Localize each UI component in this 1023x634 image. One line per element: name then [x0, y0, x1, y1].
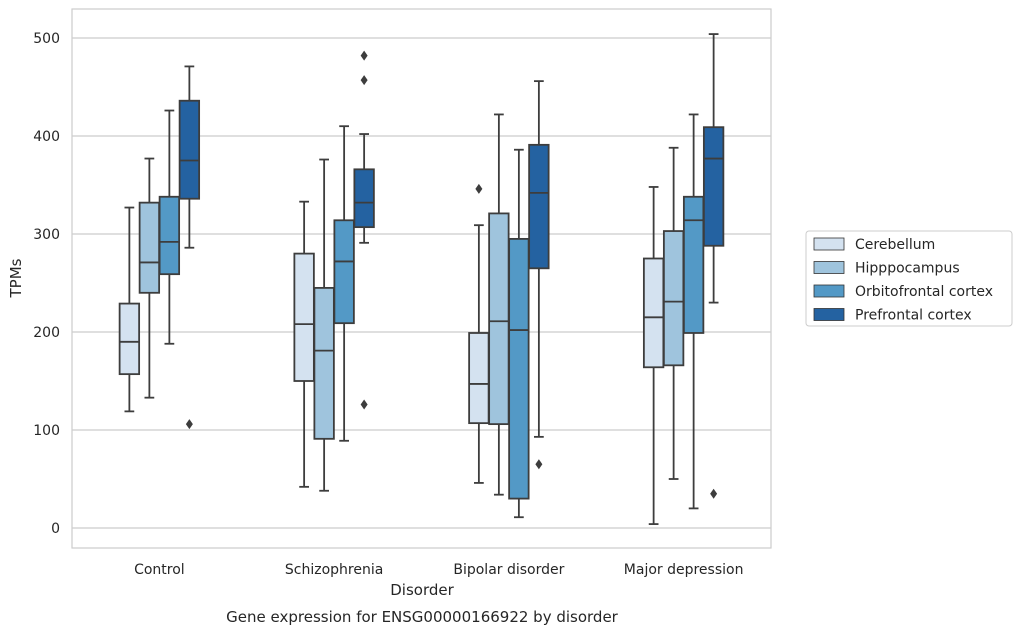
- x-tick-labels: Control Schizophrenia Bipolar disorder Majo…: [134, 562, 743, 578]
- box: [662, 146, 685, 480]
- outlier-point: [710, 488, 718, 499]
- box-body: [313, 286, 335, 440]
- outlier-point: [360, 75, 368, 86]
- legend-swatch: [813, 261, 845, 274]
- box: [353, 50, 375, 410]
- boxes: [118, 33, 725, 525]
- outlier-point: [475, 183, 483, 194]
- box-body: [178, 99, 201, 200]
- y-tick-label: 500: [33, 31, 60, 47]
- y-tick-label: 200: [33, 325, 60, 341]
- x-tick-label: Schizophrenia: [285, 562, 383, 578]
- y-axis-title: TPMs: [7, 258, 25, 298]
- box: [138, 157, 161, 399]
- box-body: [293, 252, 315, 382]
- box-body: [508, 237, 530, 500]
- box-body: [528, 143, 550, 270]
- chart-caption: Gene expression for ENSG00000166922 by d…: [226, 608, 619, 626]
- outlier-point: [360, 50, 368, 61]
- box: [333, 125, 355, 442]
- y-tick-label: 100: [33, 423, 60, 439]
- x-axis-title: Disorder: [390, 581, 454, 599]
- box-body: [138, 201, 161, 294]
- box: [642, 186, 665, 525]
- box-body: [662, 230, 685, 367]
- legend-label: Prefrontal cortex: [855, 308, 972, 324]
- box-body: [118, 302, 141, 376]
- box-body: [333, 219, 355, 325]
- x-tick-label: Control: [134, 562, 185, 578]
- outlier-point: [535, 459, 543, 470]
- legend-swatch: [813, 284, 845, 298]
- x-tick-label: Major depression: [624, 562, 744, 578]
- box-body: [682, 195, 705, 334]
- legend: Cerebellum Hipppocampus Orbitofrontal cort…: [805, 230, 1013, 327]
- box: [682, 113, 705, 510]
- box-body: [702, 126, 725, 247]
- y-tick-label: 0: [51, 521, 60, 537]
- legend-label: Hipppocampus: [855, 261, 960, 277]
- box: [313, 158, 335, 492]
- y-tick-label: 300: [33, 227, 60, 243]
- box: [528, 80, 550, 470]
- box: [118, 206, 141, 413]
- legend-swatch: [813, 237, 845, 251]
- box: [702, 33, 725, 499]
- legend-label: Cerebellum: [855, 237, 935, 253]
- box: [178, 65, 201, 430]
- outlier-point: [185, 419, 193, 430]
- outlier-point: [360, 399, 368, 410]
- box-body: [468, 332, 490, 425]
- box-body: [642, 257, 665, 369]
- box: [158, 109, 181, 345]
- legend-frame: [805, 230, 1013, 327]
- box-body: [158, 195, 181, 276]
- box: [508, 148, 530, 519]
- x-tick-label: Bipolar disorder: [453, 562, 564, 578]
- legend-swatch: [813, 308, 845, 321]
- box-body: [353, 168, 375, 229]
- box-body: [488, 212, 510, 426]
- legend-label: Orbitofrontal cortex: [855, 284, 993, 300]
- y-tick-label: 400: [33, 129, 60, 145]
- y-tick-labels: 0 100 200 300 400 500: [33, 31, 60, 537]
- legend-items: Cerebellum Hipppocampus Orbitofrontal cort…: [813, 237, 993, 324]
